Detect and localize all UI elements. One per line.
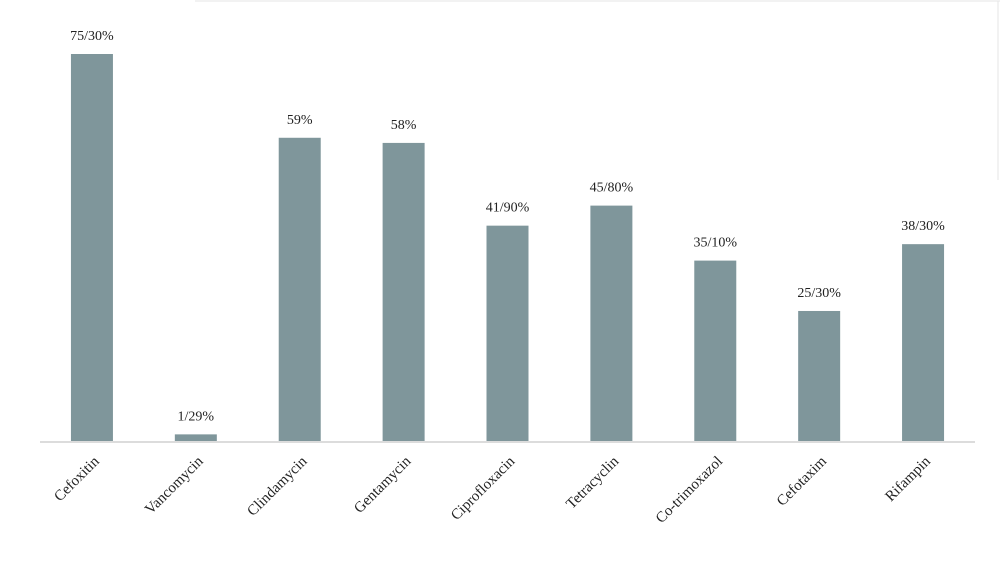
- bar: [486, 225, 529, 441]
- value-label: 58%: [391, 118, 417, 133]
- x-tick-label: Gentamycin: [351, 453, 415, 517]
- bar: [590, 205, 633, 441]
- value-label: 59%: [287, 113, 313, 128]
- bar: [902, 244, 945, 441]
- value-label: 1/29%: [178, 409, 215, 424]
- bar: [278, 137, 321, 442]
- bar: [174, 434, 217, 441]
- x-tick-label: Co-trimoxazol: [653, 454, 726, 527]
- value-label: 41/90%: [486, 201, 530, 216]
- value-label: 45/80%: [590, 181, 634, 196]
- x-tick-label: Tetracyclin: [563, 453, 622, 512]
- bar: [70, 54, 113, 441]
- x-tick-label: Cefotaxim: [774, 453, 830, 509]
- x-tick-label: Cefoxitin: [51, 453, 103, 505]
- bar: [798, 310, 841, 441]
- x-tick-label: Ciprofloxacin: [448, 453, 519, 524]
- bar: [382, 142, 425, 441]
- value-label: 25/30%: [797, 286, 841, 301]
- x-tick-label: Clindamycin: [244, 453, 310, 519]
- x-tick-label: Rifampin: [882, 453, 934, 505]
- value-label: 38/30%: [901, 219, 945, 234]
- x-tick-label: Vancomycin: [142, 453, 207, 518]
- value-label: 35/10%: [693, 236, 737, 251]
- bar: [694, 260, 737, 441]
- value-label: 75/30%: [70, 29, 114, 44]
